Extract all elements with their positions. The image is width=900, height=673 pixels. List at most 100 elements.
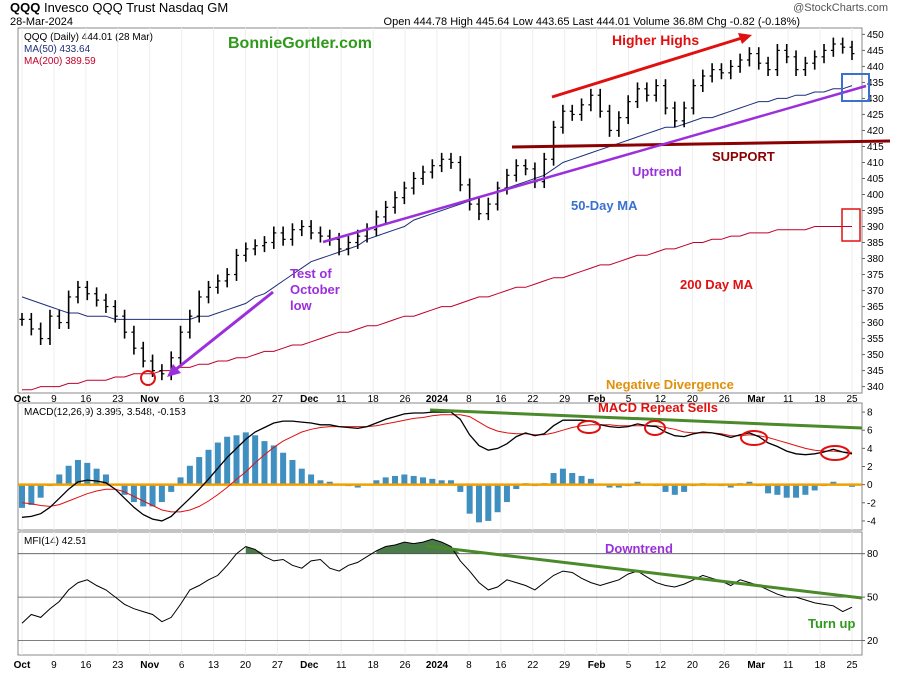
downtrend-label: Downtrend <box>605 541 673 556</box>
symbol: QQQ <box>10 0 41 15</box>
chart-date: 28-Mar-2024 <box>10 16 73 28</box>
x-tick-label: 11 <box>783 660 794 671</box>
y-tick-label: 395 <box>867 206 884 217</box>
macd-histogram-bar <box>93 468 100 485</box>
ma200-value-box <box>841 208 861 242</box>
macd-trendline <box>429 408 863 430</box>
x-tick-label: 18 <box>368 394 380 405</box>
october-low-circle <box>140 370 156 386</box>
x-tick-label: 23 <box>112 394 124 405</box>
ma200-legend: MA(200) 389.59 <box>24 56 96 67</box>
macd-histogram-bar <box>830 481 837 485</box>
x-tick-label: 25 <box>846 394 858 405</box>
y-tick-label: 440 <box>867 62 884 73</box>
macd-histogram-bar <box>681 484 688 492</box>
panel-legend-1: MACD(12,26,9) 3.395, 3.548, -0.153 <box>24 407 186 418</box>
x-tick-label: 18 <box>815 660 827 671</box>
x-tick-label: 22 <box>527 394 539 405</box>
x-tick-label: 27 <box>272 660 284 671</box>
macd-histogram-bar <box>410 475 417 485</box>
x-tick-label: 6 <box>179 660 185 671</box>
y-tick-label: 425 <box>867 110 884 121</box>
macd-histogram-bar <box>550 473 557 485</box>
x-tick-label: 16 <box>495 660 507 671</box>
x-tick-label: 5 <box>626 394 632 405</box>
x-tick-label: Dec <box>300 660 319 671</box>
x-tick-label: 16 <box>495 394 507 405</box>
macd-histogram-bar <box>578 475 585 485</box>
price-stats: Open 444.78 High 445.64 Low 443.65 Last … <box>383 16 800 28</box>
ma200-annotation: 200 Day MA <box>680 277 754 292</box>
macd-histogram-bar <box>84 462 91 485</box>
macd-sell-circle <box>577 420 601 434</box>
macd-histogram-bar <box>140 484 147 507</box>
macd-histogram-bar <box>811 484 818 491</box>
macd-histogram-bar <box>662 484 669 492</box>
macd-histogram-bar <box>615 484 622 488</box>
macd-histogram-bar <box>727 484 734 488</box>
macd-histogram-bar <box>802 484 809 495</box>
macd-histogram-bar <box>28 484 35 505</box>
macd-histogram-bar <box>494 484 501 513</box>
ma50-value-box <box>841 73 870 102</box>
macd-histogram-bar <box>392 475 399 485</box>
macd-histogram-bar <box>354 484 361 488</box>
y-tick-label: 370 <box>867 286 884 297</box>
macd-histogram-bar <box>196 457 203 485</box>
test-label-1: Test of <box>290 266 332 281</box>
y-tick-label: 445 <box>867 46 884 57</box>
y-tick-label: -2 <box>867 498 876 509</box>
x-tick-label: Mar <box>747 660 765 671</box>
x-tick-label: 13 <box>208 394 220 405</box>
x-tick-label: 11 <box>336 394 347 405</box>
x-tick-label: 11 <box>783 394 794 405</box>
x-tick-label: 8 <box>466 394 472 405</box>
x-tick-label: 29 <box>559 394 571 405</box>
macd-histogram-bar <box>606 484 613 488</box>
y-tick-label: 20 <box>867 636 879 647</box>
y-tick-label: 350 <box>867 350 884 361</box>
macd-histogram-bar <box>214 442 221 485</box>
panel-legend-2: MFI(14) 42.51 <box>24 536 87 547</box>
x-tick-label: 9 <box>51 660 57 671</box>
y-tick-label: 6 <box>867 426 873 437</box>
macd-histogram-bar <box>37 484 44 498</box>
macd-histogram-bar <box>252 435 259 485</box>
x-tick-label: 25 <box>846 660 858 671</box>
macd-histogram-bar <box>401 474 408 485</box>
y-tick-label: 410 <box>867 158 884 169</box>
x-tick-label: 8 <box>466 660 472 671</box>
y-tick-label: 345 <box>867 366 884 377</box>
y-tick-label: 2 <box>867 462 873 473</box>
macd-histogram-bar <box>65 465 72 485</box>
macd-histogram-bar <box>224 436 231 485</box>
x-tick-label: 5 <box>626 660 632 671</box>
macd-histogram-bar <box>783 484 790 498</box>
macd-histogram-bar <box>569 473 576 485</box>
panel-legend-0: QQQ (Daily) 444.01 (28 Mar) <box>24 32 153 43</box>
chart-header-title: QQQ Invesco QQQ Trust Nasdaq GM <box>10 0 228 15</box>
macd-histogram-bar <box>457 484 464 492</box>
macd-histogram-bar <box>326 481 333 485</box>
test-arrowhead <box>167 364 181 377</box>
y-tick-label: 4 <box>867 444 873 455</box>
macd-histogram-bar <box>774 484 781 495</box>
panel-frame-0 <box>17 27 863 394</box>
test-label-2: October <box>290 282 340 297</box>
macd-histogram-bar <box>102 474 109 485</box>
x-tick-label: Oct <box>14 394 31 405</box>
macd-histogram-bar <box>270 445 277 485</box>
y-tick-label: 360 <box>867 318 884 329</box>
macd-sell-circle <box>820 445 850 461</box>
macd-histogram-bar <box>242 432 249 485</box>
turn-up-label: Turn up <box>808 616 855 631</box>
support-label: SUPPORT <box>712 149 775 164</box>
macd-histogram-bar <box>559 468 566 485</box>
macd-histogram-bar <box>634 481 641 485</box>
macd-histogram-bar <box>438 480 445 485</box>
macd-histogram-bar <box>466 484 473 514</box>
x-tick-label: 22 <box>527 660 539 671</box>
y-tick-label: 430 <box>867 94 884 105</box>
